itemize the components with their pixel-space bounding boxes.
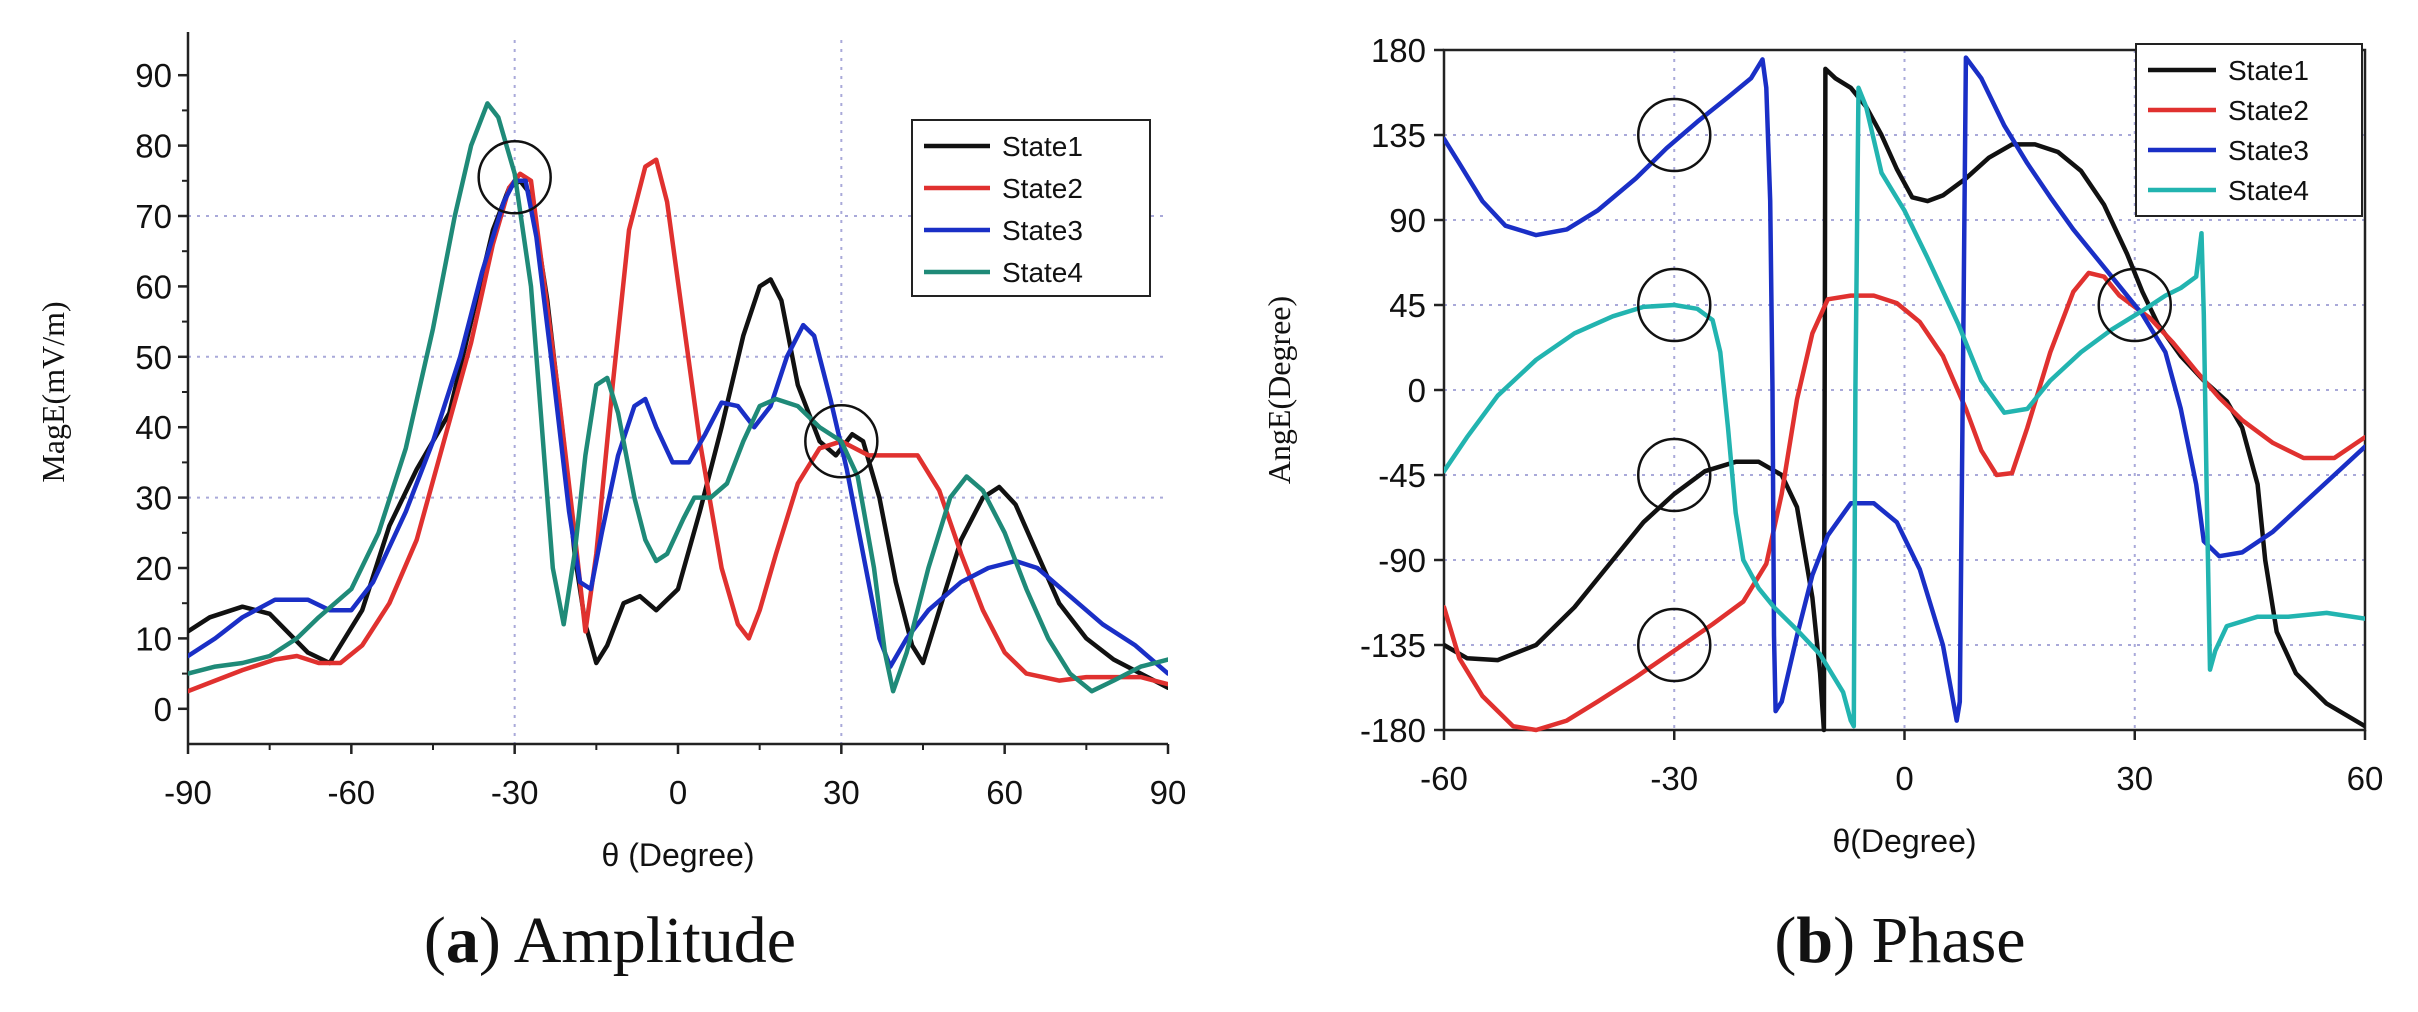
legend-label: State2 [2228, 95, 2309, 126]
panel-caption: (a) Amplitude [424, 904, 796, 977]
x-tick-label: -30 [491, 774, 539, 811]
x-tick-label: 0 [669, 774, 687, 811]
y-tick-label: 30 [135, 480, 172, 517]
y-tick-label: -180 [1360, 712, 1426, 749]
legend-label: State3 [1002, 215, 1083, 246]
x-tick-label: -90 [164, 774, 212, 811]
x-axis-label: θ (Degree) [602, 837, 755, 873]
y-tick-label: 180 [1371, 32, 1426, 69]
y-tick-label: -45 [1378, 457, 1426, 494]
x-axis-label: θ(Degree) [1832, 823, 1976, 859]
highlight-circle [1637, 97, 1712, 173]
x-tick-label: 0 [1895, 760, 1913, 797]
legend: State1 State2 State3 State4 [2135, 43, 2363, 217]
y-tick-label: 20 [135, 550, 172, 587]
legend-label: State4 [1002, 257, 1083, 288]
x-tick-label: 30 [2116, 760, 2153, 797]
x-tick-label: -60 [1420, 760, 1468, 797]
y-tick-label: 70 [135, 198, 172, 235]
highlight-circle [477, 140, 552, 215]
highlight-circle [1637, 437, 1712, 513]
highlight-circle [804, 404, 879, 479]
series-line-state4 [188, 101, 1168, 694]
panel-letter: a [446, 904, 479, 977]
panel-letter: b [1796, 904, 1833, 977]
series-line-state2 [1444, 270, 2365, 733]
x-tick-label: -60 [327, 774, 375, 811]
y-tick-label: -135 [1360, 627, 1426, 664]
highlight-circle [1637, 607, 1712, 683]
y-tick-label: 40 [135, 409, 172, 446]
x-tick-label: 30 [823, 774, 860, 811]
y-tick-label: 90 [135, 57, 172, 94]
y-tick-label: 60 [135, 268, 172, 305]
x-tick-label: 90 [1150, 774, 1187, 811]
x-tick-label: -30 [1650, 760, 1698, 797]
chart-b: 180 135 90 45 0 -45 -90 -135 -180 -60 -30 0 30 60 Stat… [1261, 32, 2383, 977]
chart-a: 0 10 20 30 40 50 60 70 80 90 -90 -60 -30 0 30 60 90 State… [35, 32, 1186, 977]
legend-box [911, 119, 1151, 297]
y-tick-label: 135 [1371, 117, 1426, 154]
y-tick-label: 10 [135, 620, 172, 657]
x-tick-label: 60 [986, 774, 1023, 811]
y-tick-label: 80 [135, 128, 172, 165]
legend-label: State2 [1002, 173, 1083, 204]
y-axis-label: AngE(Degree) [1261, 296, 1297, 484]
x-tick-label: 60 [2347, 760, 2384, 797]
legend-label: State1 [1002, 131, 1083, 162]
highlight-circle [2097, 267, 2172, 343]
series-line-state4 [1444, 85, 2365, 729]
legend-label: State1 [2228, 55, 2309, 86]
legend-label: State3 [2228, 135, 2309, 166]
y-tick-label: 90 [1389, 202, 1426, 239]
y-tick-label: 50 [135, 339, 172, 376]
series-line-state2 [188, 157, 1168, 694]
series-line-state3 [188, 178, 1168, 676]
legend: State1 State2 State3 State4 [911, 119, 1151, 297]
y-axis-label: MagE(mV/m) [35, 301, 71, 482]
panel-caption: (b) Phase [1774, 904, 2025, 977]
legend-label: State4 [2228, 175, 2309, 206]
highlight-circle [1637, 267, 1712, 343]
y-tick-label: 0 [154, 691, 172, 728]
panel-title: Amplitude [514, 904, 796, 977]
y-tick-label: 45 [1389, 287, 1426, 324]
panel-title: Phase [1872, 904, 2026, 977]
legend-box [2135, 43, 2363, 217]
y-tick-label: 0 [1408, 372, 1426, 409]
y-tick-label: -90 [1378, 542, 1426, 579]
series-line-state3 [1444, 55, 2365, 723]
